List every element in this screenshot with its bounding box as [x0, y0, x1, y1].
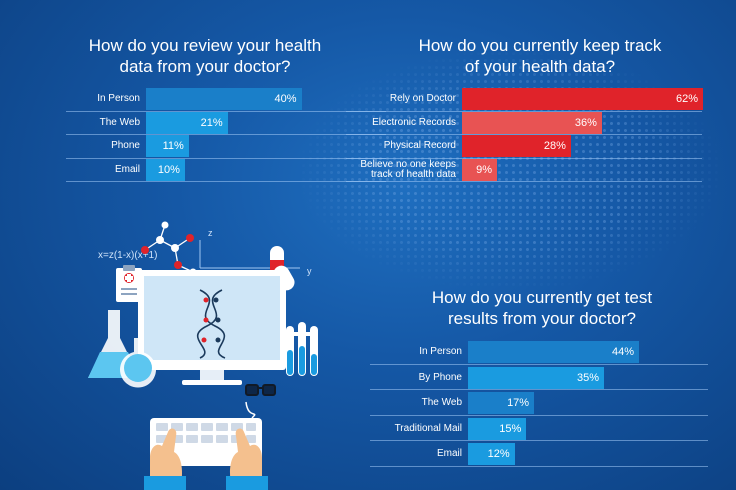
bar-category-label: Physical Record: [383, 140, 456, 151]
chart-1: In Person 40% The Web 21% Phone 11% Email 10%: [66, 88, 386, 192]
bar: 35%: [468, 366, 605, 389]
bar-value-label: 28%: [543, 140, 566, 152]
bar-row: Rely on Doctor 62%: [346, 88, 704, 110]
glasses-icon: [245, 384, 276, 396]
bar-row: By Phone 35%: [370, 366, 708, 389]
bar-category-label: Email: [114, 163, 140, 175]
bar: 28%: [462, 135, 571, 157]
bar: 15%: [468, 417, 527, 440]
row-separator: [346, 181, 702, 182]
row-separator: [66, 181, 386, 182]
bar-track: 10%: [146, 158, 386, 181]
bar-track: 40%: [146, 88, 386, 110]
row-separator: [346, 134, 702, 135]
hands-icon: [144, 428, 268, 490]
mouse-cable: [245, 401, 256, 419]
bar-value-label: 21%: [200, 116, 223, 129]
bar: 62%: [462, 88, 704, 110]
bar-track: 17%: [468, 392, 708, 414]
bar-row: In Person 44%: [370, 341, 708, 363]
bar-row: The Web 17%: [370, 392, 708, 414]
axis-y-label: y: [307, 266, 312, 276]
row-separator: [370, 465, 708, 467]
bar-category-label: Phone: [111, 140, 140, 151]
bar-category-label: Traditional Mail: [394, 422, 462, 434]
formula-text: x=z(1-x)(x+1): [98, 250, 157, 261]
axis-lines: [199, 240, 300, 269]
bar-row: Electronic Records 36%: [346, 111, 702, 134]
chart-3: In Person 44% By Phone 35% The Web 17% Traditi…: [370, 341, 710, 471]
bar-category-label: Rely on Doctor: [389, 93, 456, 104]
keyboard-icon: [150, 418, 262, 466]
row-separator: [346, 110, 702, 112]
bar-value-label: 15%: [499, 422, 522, 435]
flask-icon: [88, 310, 157, 388]
bar-category-label: In Person: [97, 93, 140, 104]
chart-3-title: How do you currently get test results fr…: [431, 288, 653, 328]
row-separator: [370, 414, 708, 416]
bar-row: Phone 11%: [66, 135, 386, 157]
bar: 10%: [146, 158, 185, 181]
clipboard-icon: [116, 265, 142, 302]
bar-track: 15%: [468, 417, 708, 440]
bar-category-label: By Phone: [418, 371, 462, 383]
bar-value-label: 9%: [476, 163, 492, 176]
bar: 12%: [468, 443, 515, 465]
bar-category-label: In Person: [419, 346, 462, 357]
bar-value-label: 62%: [676, 93, 699, 105]
dna-icon: [196, 289, 226, 359]
chart-2: Rely on Doctor 62% Electronic Records 36% Ph…: [346, 88, 706, 192]
bar-category-label: Electronic Records: [372, 116, 456, 128]
bar-value-label: 36%: [574, 116, 597, 129]
bar-row: Email 12%: [370, 443, 708, 465]
bar: 36%: [462, 111, 602, 134]
row-separator: [370, 389, 708, 390]
bar-track: 35%: [468, 366, 708, 389]
row-separator: [66, 157, 386, 159]
row-separator: [346, 157, 702, 159]
bar-track: 11%: [146, 135, 386, 157]
bar-track: 9%: [462, 158, 702, 181]
row-separator: [370, 363, 708, 365]
bar-row: In Person 40%: [66, 88, 386, 110]
row-separator: [370, 440, 708, 441]
bar-value-label: 44%: [612, 346, 635, 358]
bar: 44%: [468, 341, 640, 363]
test-tubes-icon: [282, 322, 318, 376]
bar-row: The Web 21%: [66, 111, 386, 134]
row-separator: [66, 134, 386, 135]
bar-value-label: 35%: [577, 371, 600, 384]
bar-track: 44%: [468, 341, 708, 363]
bar-value-label: 10%: [157, 163, 180, 176]
bar-value-label: 12%: [487, 448, 510, 460]
bar-value-label: 40%: [274, 93, 297, 105]
monitor-icon: [138, 270, 286, 385]
bar-category-label: Email: [436, 448, 462, 459]
bar: 40%: [146, 88, 302, 110]
bar-row: Physical Record 28%: [346, 135, 702, 157]
bar: 17%: [468, 392, 535, 414]
molecule-icon: [141, 221, 197, 276]
chart-1-title: How do you review your health data from …: [88, 36, 322, 76]
chart-2-title: How do you currently keep track of your …: [418, 36, 662, 76]
bar-track: 62%: [462, 88, 704, 110]
bar-category-label: Believe no one keeps track of health dat…: [360, 158, 456, 180]
bar: 9%: [462, 158, 497, 181]
bar-track: 12%: [468, 443, 708, 465]
bar: 11%: [146, 135, 189, 157]
bar-row: Believe no one keeps track of health dat…: [346, 158, 702, 181]
axis-z-label: z: [208, 228, 213, 238]
bar: 21%: [146, 111, 228, 134]
bar-track: 36%: [462, 111, 702, 134]
bar-row: Traditional Mail 15%: [370, 417, 708, 440]
bar-value-label: 17%: [507, 397, 530, 409]
bar-category-label: The Web: [99, 116, 140, 128]
bar-category-label: The Web: [421, 397, 462, 408]
bar-value-label: 11%: [162, 140, 184, 152]
bar-row: Email 10%: [66, 158, 386, 181]
lab-computer-illustration: x=z(1-x)(x+1) z y: [88, 221, 318, 490]
bar-track: 28%: [462, 135, 702, 157]
row-separator: [66, 110, 386, 112]
bar-track: 21%: [146, 111, 386, 134]
